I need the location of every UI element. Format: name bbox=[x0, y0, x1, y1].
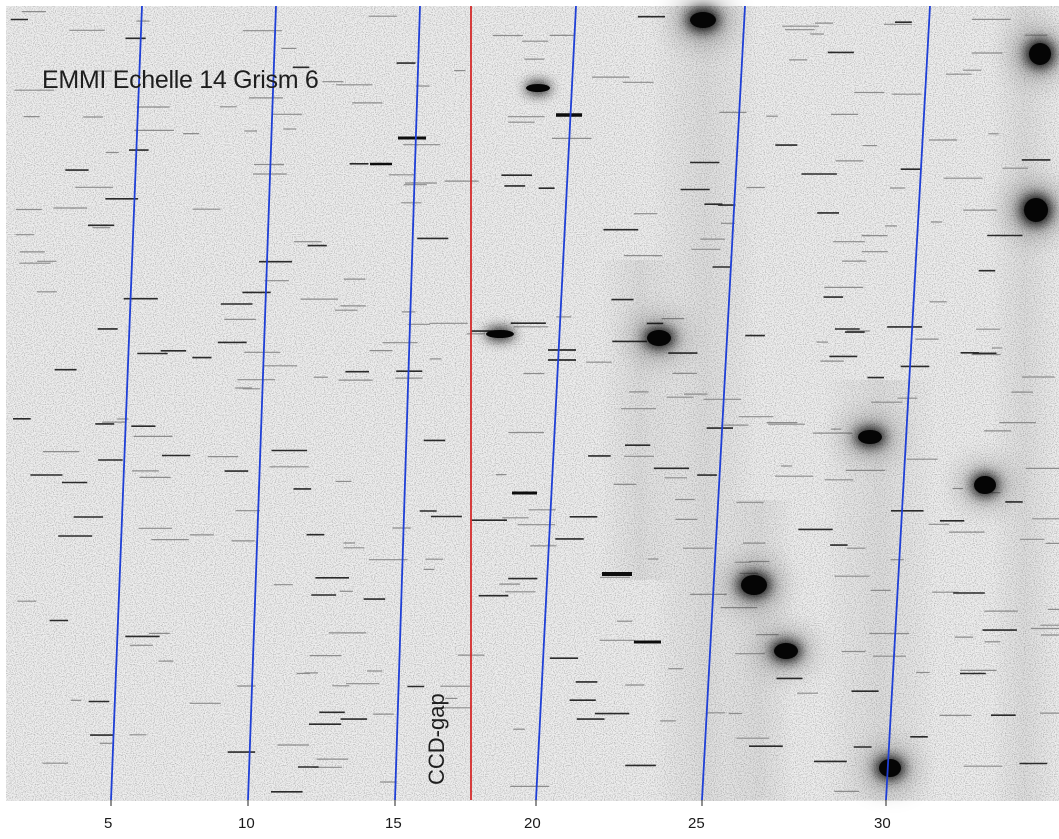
order-label-25: 25 bbox=[688, 815, 705, 832]
frame-title: EMMI Echelle 14 Grism 6 bbox=[42, 66, 319, 94]
order-trace-25 bbox=[701, 5, 746, 801]
saturated-lines bbox=[485, 0, 1059, 786]
order-ticks bbox=[110, 800, 887, 806]
order-trace-15 bbox=[394, 5, 421, 801]
ccd-gap-label: CCD-gap bbox=[424, 693, 449, 785]
order-label-30: 30 bbox=[874, 815, 891, 832]
arc-lines-strong bbox=[370, 113, 661, 644]
order-label-10: 10 bbox=[238, 815, 255, 832]
order-trace-5 bbox=[110, 5, 143, 801]
order-traces bbox=[110, 5, 931, 801]
order-trace-20 bbox=[535, 5, 577, 801]
order-trace-30 bbox=[885, 5, 931, 801]
order-label-20: 20 bbox=[524, 815, 541, 832]
order-trace-10 bbox=[247, 5, 277, 801]
order-label-15: 15 bbox=[385, 815, 402, 832]
order-label-5: 5 bbox=[104, 815, 113, 832]
arc-lines-medium bbox=[10, 15, 1051, 793]
